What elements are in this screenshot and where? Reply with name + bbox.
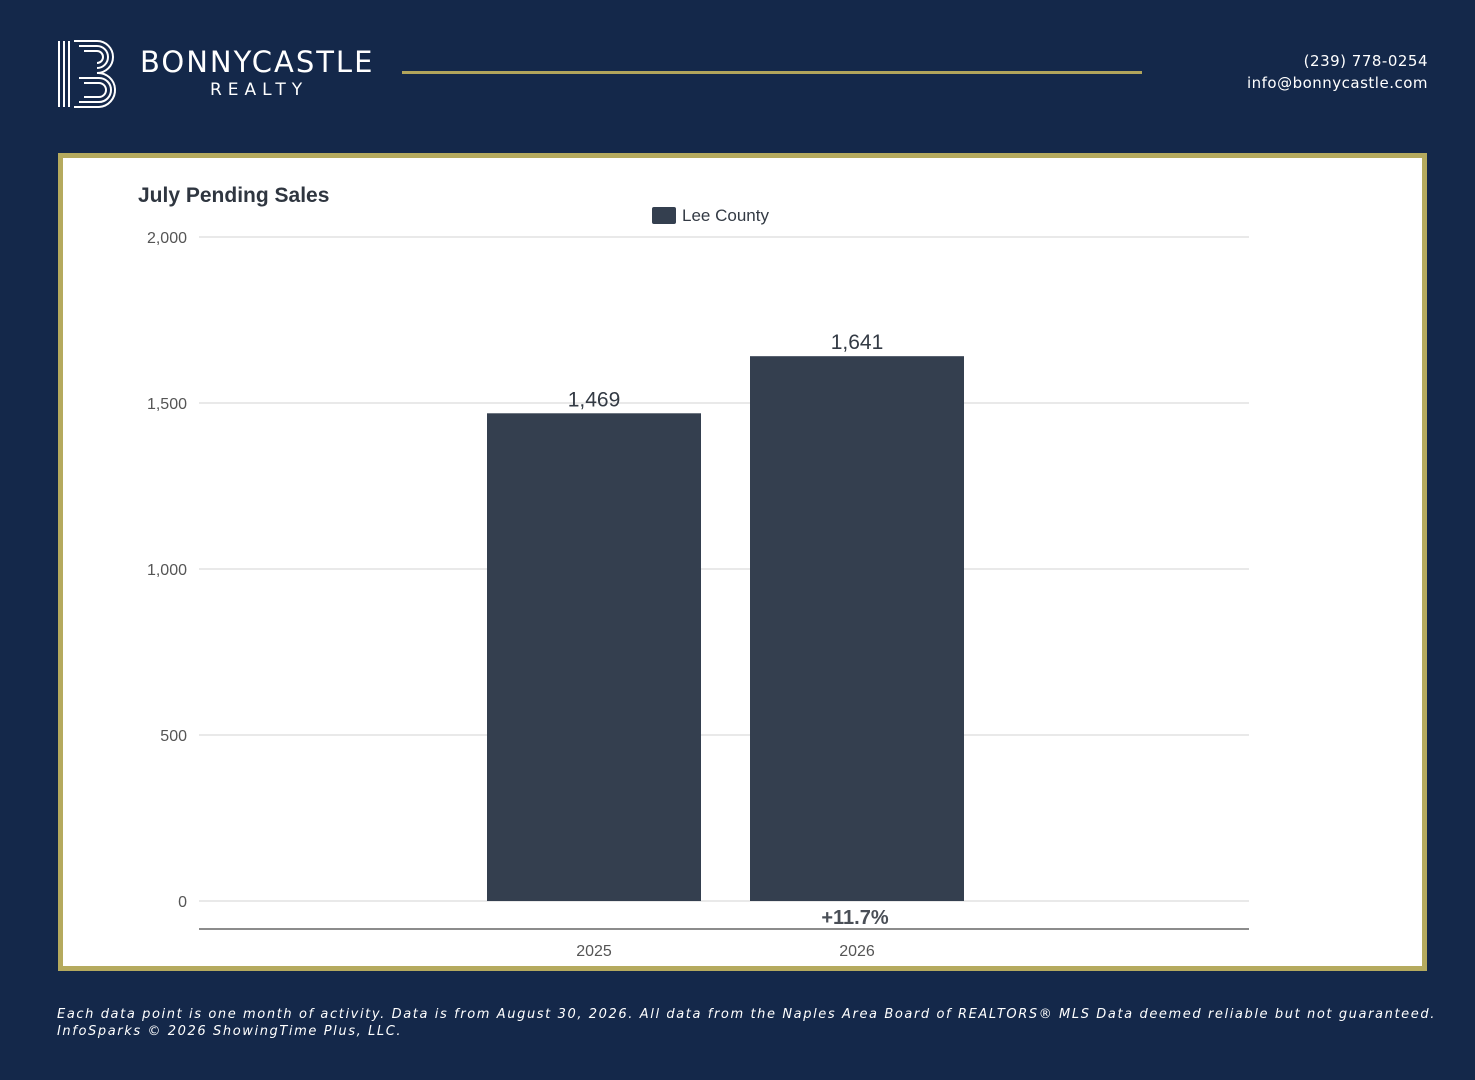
bar-data-label: 1,641	[831, 331, 884, 354]
bar-2025	[487, 413, 701, 901]
chart-panel: July Pending Sales Lee County 0 500 1,000 1,5…	[58, 153, 1427, 971]
chart-title: July Pending Sales	[138, 184, 329, 207]
bonnycastle-logo-icon	[58, 40, 116, 108]
legend-swatch	[652, 207, 676, 224]
y-tick-label: 1,000	[147, 562, 187, 579]
brand-subtitle: REALTY	[210, 80, 309, 100]
y-tick-label: 500	[160, 728, 187, 745]
y-tick-label: 2,000	[147, 230, 187, 247]
y-tick-label: 0	[178, 894, 187, 911]
footer-disclaimer: Each data point is one month of activity…	[57, 1006, 1437, 1040]
legend-label: Lee County	[682, 206, 769, 225]
contact-info: (239) 778-0254 info@bonnycastle.com	[1247, 50, 1428, 94]
footer-line-2: InfoSparks © 2026 ShowingTime Plus, LLC.	[57, 1024, 403, 1039]
pending-sales-chart: July Pending Sales Lee County 0 500 1,000 1,5…	[138, 184, 1249, 960]
header-divider	[402, 71, 1142, 74]
bar-2026	[750, 356, 964, 901]
x-tick-label: 2025	[576, 943, 612, 960]
contact-email[interactable]: info@bonnycastle.com	[1246, 74, 1428, 92]
bar-data-label: 1,469	[568, 388, 621, 411]
x-tick-label: 2026	[839, 943, 875, 960]
y-tick-label: 1,500	[147, 396, 187, 413]
contact-phone[interactable]: (239) 778-0254	[1303, 52, 1428, 70]
percent-change-label: +11.7%	[821, 907, 889, 929]
footer-line-1: Each data point is one month of activity…	[57, 1007, 1436, 1022]
brand-name: BONNYCASTLE	[140, 45, 375, 79]
